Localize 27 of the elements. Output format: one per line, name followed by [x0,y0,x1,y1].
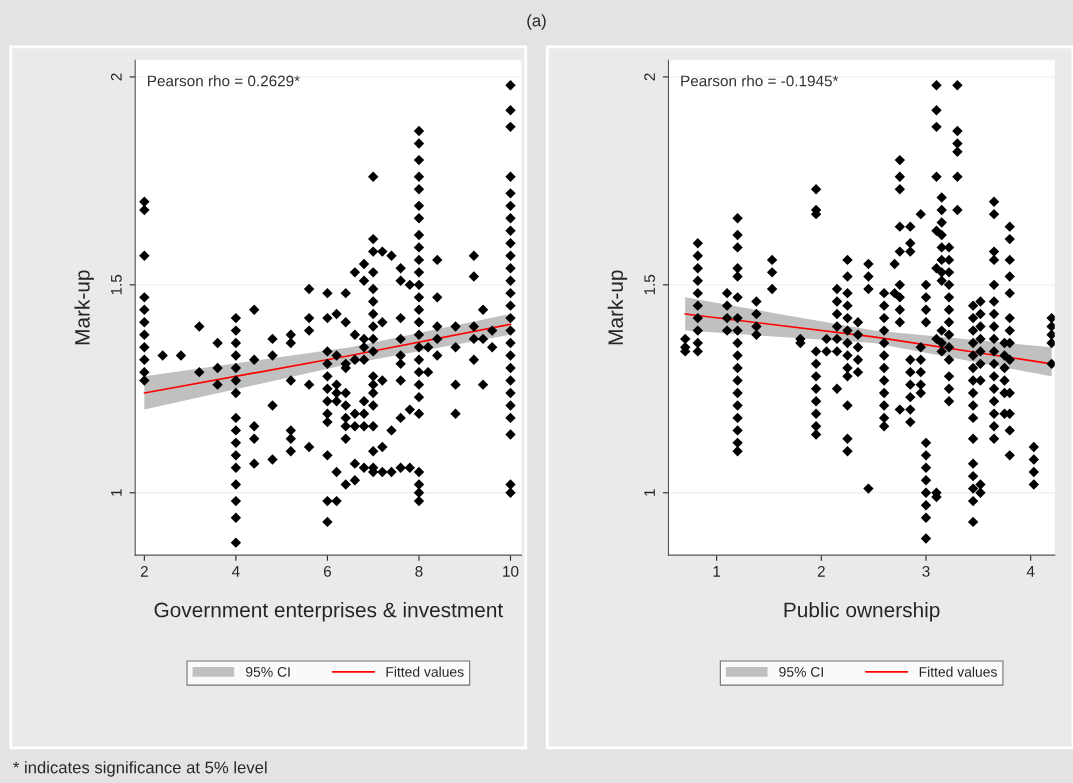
y-axis-title: Mark-up [74,270,94,345]
x-tick-label: 2 [817,565,825,577]
x-tick-label: 1 [713,566,721,577]
y-tick-label: 1 [111,489,122,496]
x-tick-label: 10 [503,565,519,577]
y-tick-label: 1 [644,489,655,496]
legend-label: Fitted values [386,666,464,677]
text: 95% CI [246,666,290,677]
legend-label: Fitted values [919,666,997,677]
annotation: Pearson rho = -0.1945* [681,75,839,87]
x-axis-title: Public ownership [784,602,940,622]
text: * indicates significance at 5% level [13,761,267,777]
y-tick-label: 1.5 [111,274,122,295]
x-tick-label: 3 [922,565,930,577]
x-tick-label: 4 [231,566,240,577]
x-axis-title: Government enterprises & investment [154,602,504,622]
y-tick-label: 2 [644,73,655,81]
annotation: Pearson rho = 0.2629* [148,75,300,87]
x-tick-label: 6 [323,565,331,577]
x-tick-label: 4 [1026,566,1035,577]
y-tick-label: 1.5 [644,274,656,295]
x-tick-label: 2 [140,565,148,577]
x-tick-label: 8 [415,565,423,577]
y-axis-title: Mark-up [607,270,628,345]
chart-title: (a) [527,14,546,30]
text: 95% CI [779,666,823,677]
y-tick-label: 2 [110,73,122,81]
